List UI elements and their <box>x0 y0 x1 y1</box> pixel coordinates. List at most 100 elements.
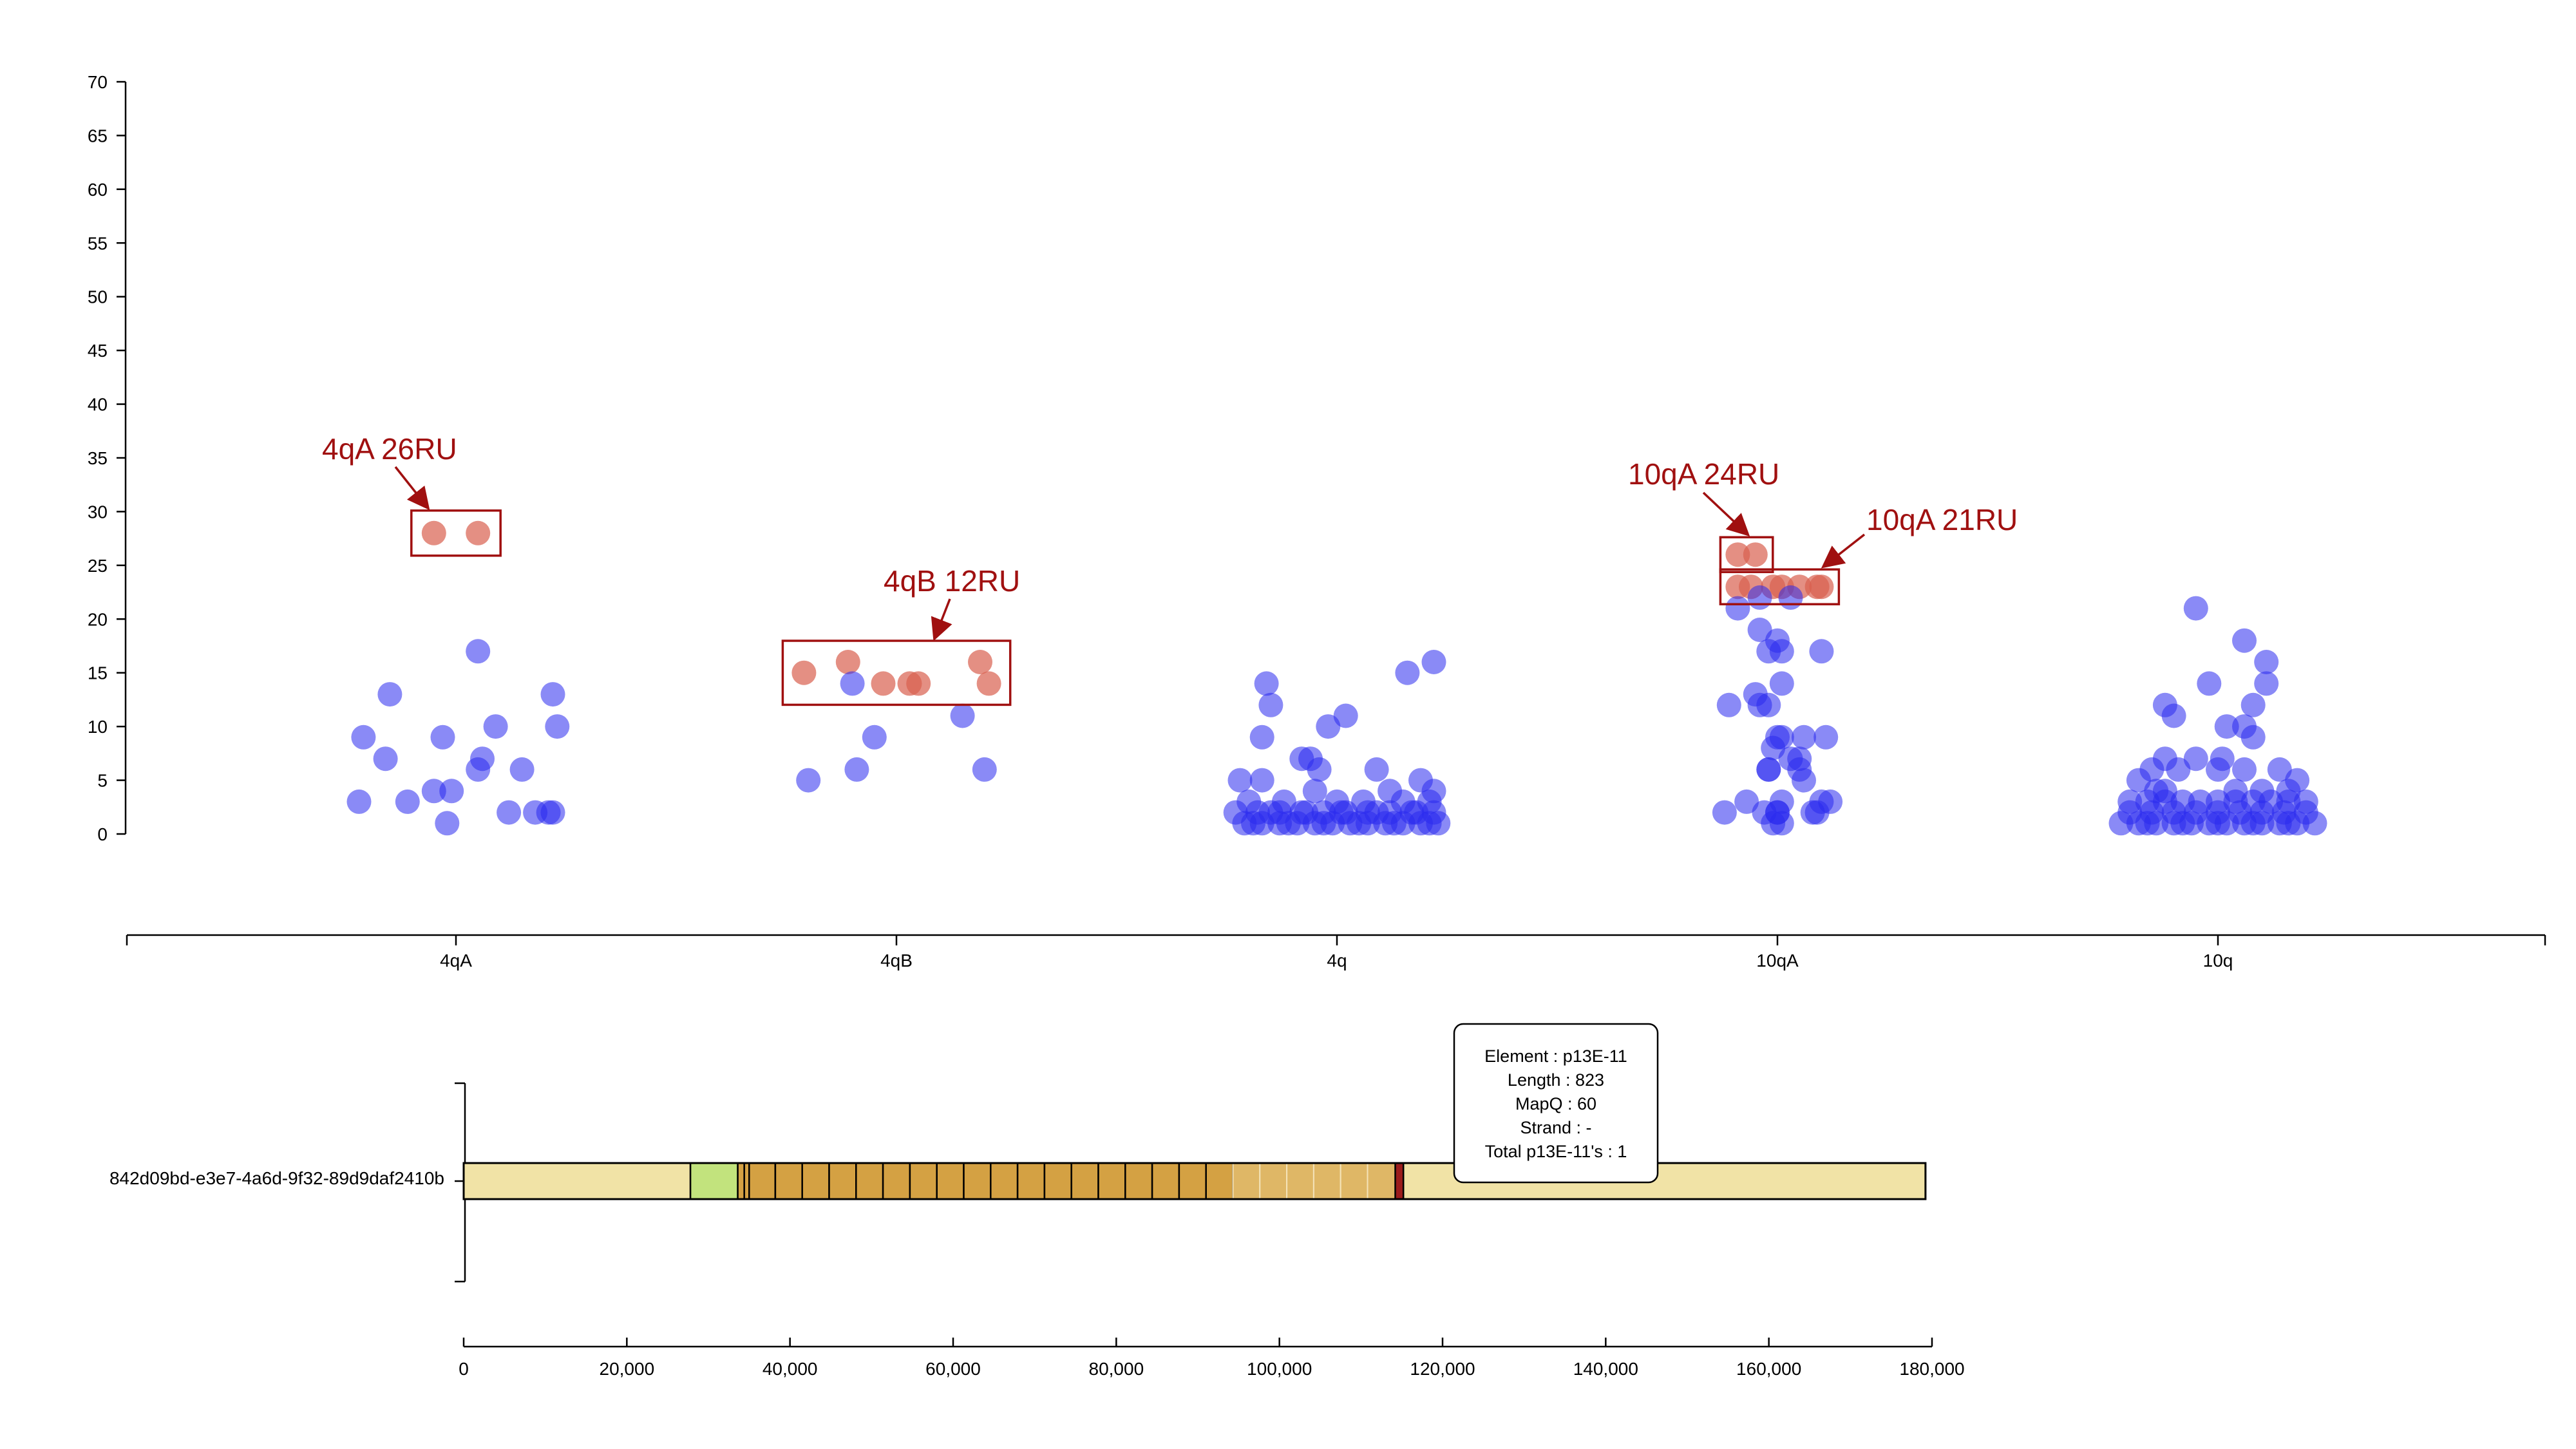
read-point <box>1249 768 1274 793</box>
read-outline <box>462 1162 1927 1200</box>
read-segment-repeat <box>1178 1162 1207 1200</box>
read-point <box>1404 800 1429 825</box>
read-point <box>2232 757 2257 782</box>
read-segment-repeat <box>990 1162 1019 1200</box>
x-tick-label: 4q <box>1327 951 1347 971</box>
read-segment-repeat <box>909 1162 938 1200</box>
read-point <box>1747 618 1772 642</box>
tooltip-line: MapQ : 60 <box>1515 1094 1596 1113</box>
read-point <box>346 789 372 814</box>
read-point <box>1761 735 1786 761</box>
y-tick-label: 40 <box>88 395 108 415</box>
highlighted-read-point <box>871 671 896 696</box>
read-point <box>483 714 508 739</box>
read-point <box>1241 811 1265 836</box>
read-point <box>2214 714 2239 739</box>
read-point <box>1254 671 1279 696</box>
read-point <box>2170 811 2195 836</box>
read-point <box>1747 585 1772 610</box>
read-point <box>1792 768 1816 793</box>
read-point <box>2183 596 2208 621</box>
read-point <box>2206 811 2230 836</box>
annotations: 4qA 26RU 4qB 12RU 10qA 24RU 10qA 21RU <box>322 432 2018 641</box>
y-tick-label: 30 <box>88 502 108 522</box>
read-id-label: 842d09bd-e3e7-4a6d-9f32-89d9daf2410b <box>109 1168 444 1188</box>
y-tick-label: 20 <box>88 609 108 629</box>
x-tick-label: 10qA <box>1756 951 1799 971</box>
read-point <box>1329 800 1354 825</box>
read-segment-repeat <box>801 1162 830 1200</box>
read-point <box>2240 724 2266 750</box>
x-tick-label: 4qA <box>440 951 472 971</box>
read-point <box>972 757 997 782</box>
read-point <box>1364 800 1389 825</box>
read-point <box>1804 800 1830 825</box>
y-tick-label: 45 <box>88 341 108 361</box>
read-segment-repeat <box>963 1162 992 1200</box>
read-segment-marker <box>1394 1162 1405 1200</box>
read-point <box>1316 714 1341 739</box>
read-point <box>1792 724 1816 750</box>
read-point <box>796 768 821 793</box>
highlighted-read-point <box>976 671 1001 696</box>
read-point <box>1311 811 1336 836</box>
read-point <box>439 779 464 804</box>
read-point <box>435 811 460 836</box>
track-tick-label: 180,000 <box>1899 1359 1964 1379</box>
read-segment-repeat-light <box>1232 1162 1261 1200</box>
read-point <box>1307 757 1332 782</box>
y-tick-label: 5 <box>97 771 108 791</box>
annotation-arrow <box>1821 533 1866 569</box>
annotation-arrow <box>931 598 952 641</box>
tooltip-line: Element : p13E-11 <box>1484 1046 1627 1066</box>
scatter-y-axis: 0 5 10 15 20 25 30 35 40 45 50 55 60 65 70 <box>88 72 127 844</box>
read-point <box>1421 650 1446 674</box>
y-tick-label: 10 <box>88 717 108 737</box>
highlight-box <box>1719 568 1841 605</box>
read-point <box>1756 757 1781 782</box>
y-tick-label: 65 <box>88 126 108 146</box>
x-tick-label: 10q <box>2203 951 2233 971</box>
track-tick-label: 160,000 <box>1736 1359 1801 1379</box>
read-segment-repeat <box>936 1162 965 1200</box>
read-point <box>2223 779 2248 804</box>
track-tick-label: 40,000 <box>762 1359 818 1379</box>
read-point <box>2240 692 2266 717</box>
read-point <box>2197 671 2222 696</box>
read-segment-repeat <box>882 1162 911 1200</box>
read-point <box>2254 671 2279 696</box>
read-point <box>1716 692 1741 717</box>
scatter-points <box>346 520 2327 836</box>
highlighted-read-point <box>791 660 817 685</box>
y-tick-label: 50 <box>88 287 108 307</box>
read-point <box>2152 746 2177 772</box>
read-point <box>430 724 455 750</box>
read-segment-repeat <box>1070 1162 1099 1200</box>
annotation-label: 4qA 26RU <box>322 432 457 466</box>
read-point <box>1395 660 1420 685</box>
read-point <box>862 724 887 750</box>
read-segment-repeat-light <box>1367 1162 1396 1200</box>
read-point <box>1778 585 1803 610</box>
read-point <box>2240 811 2266 836</box>
highlighted-read-point <box>1725 542 1750 567</box>
highlighted-read-point <box>906 671 931 696</box>
read-point <box>950 703 975 728</box>
read-point <box>2108 811 2134 836</box>
x-tick-label: 4qB <box>880 951 913 971</box>
annotation-label: 10qA 21RU <box>1866 503 2018 536</box>
read-point <box>1258 800 1283 825</box>
track-tick-label: 140,000 <box>1573 1359 1638 1379</box>
read-point <box>497 800 522 825</box>
read-point <box>1333 703 1358 728</box>
read-point <box>2267 757 2292 782</box>
annotation-arrow <box>1702 491 1750 536</box>
read-point <box>351 724 376 750</box>
track-tick-label: 100,000 <box>1247 1359 1312 1379</box>
read-point <box>2126 768 2151 793</box>
read-point <box>466 757 491 782</box>
track-tick-label: 120,000 <box>1410 1359 1475 1379</box>
scatter-x-axis: 4qA 4qB 4q 10qA 10q <box>126 934 2546 971</box>
read-point <box>377 682 402 707</box>
tooltip-line: Length : 823 <box>1508 1070 1604 1090</box>
